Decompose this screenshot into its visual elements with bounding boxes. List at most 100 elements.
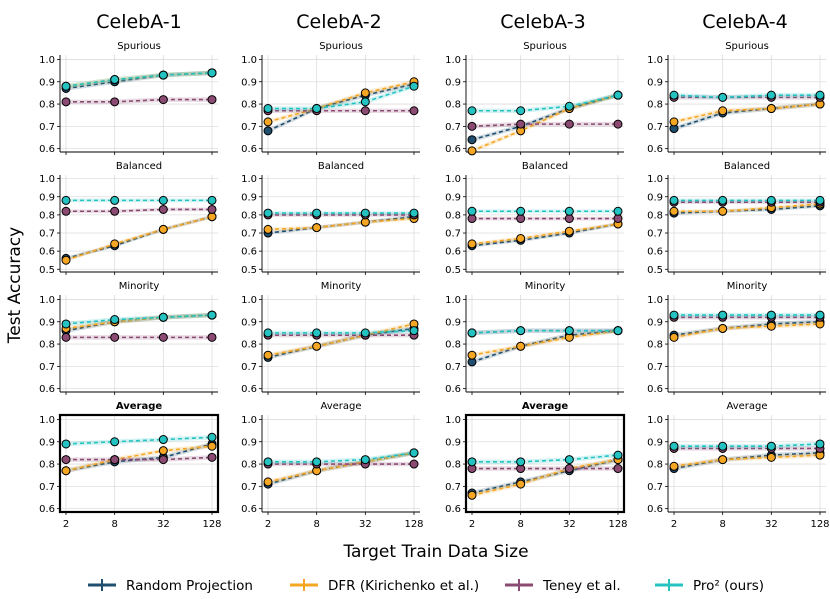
confidence-band bbox=[472, 121, 618, 129]
data-point bbox=[564, 326, 574, 336]
data-point bbox=[766, 195, 776, 205]
confidence-band bbox=[268, 450, 414, 465]
series-dfr-kirichenko-et-al bbox=[263, 319, 419, 360]
data-point bbox=[669, 441, 679, 451]
series-teney-et-al bbox=[467, 214, 623, 224]
y-tick-label: 1.0 bbox=[647, 174, 663, 185]
data-point bbox=[409, 106, 419, 116]
y-tick-label: 0.9 bbox=[647, 317, 663, 328]
y-tick-label: 0.6 bbox=[241, 504, 257, 515]
series-line bbox=[65, 445, 213, 472]
legend-item-pro-ours: Pro² (ours) bbox=[655, 578, 764, 594]
subplot-title: Spurious bbox=[725, 41, 769, 52]
y-tick-label: 0.5 bbox=[39, 265, 55, 276]
subplot-title: Minority bbox=[525, 281, 566, 292]
data-point bbox=[766, 321, 776, 331]
data-point bbox=[718, 195, 728, 205]
data-point bbox=[516, 326, 526, 336]
y-tick-label: 0.8 bbox=[647, 100, 663, 111]
subplot-title: Average bbox=[726, 401, 767, 412]
data-point bbox=[312, 341, 322, 351]
legend-item-dfr-kirichenko-et-al: DFR (Kirichenko et al.) bbox=[290, 578, 479, 594]
data-point bbox=[613, 206, 623, 216]
data-point bbox=[312, 223, 322, 233]
series-line bbox=[471, 329, 619, 356]
y-tick-label: 1.0 bbox=[647, 415, 663, 426]
series-line bbox=[267, 217, 415, 231]
data-point bbox=[815, 195, 825, 205]
y-tick-label: 1.0 bbox=[39, 295, 55, 306]
series-line bbox=[673, 205, 821, 214]
y-tick-label: 0.9 bbox=[647, 437, 663, 448]
y-tick-label: 1.0 bbox=[647, 55, 663, 66]
y-tick-label: 0.7 bbox=[241, 122, 257, 133]
series-dfr-kirichenko-et-al bbox=[669, 99, 825, 127]
series-random-projection bbox=[669, 448, 825, 474]
confidence-band bbox=[66, 70, 212, 89]
confidence-band bbox=[66, 312, 212, 327]
data-point bbox=[815, 310, 825, 320]
series-line bbox=[673, 320, 821, 336]
data-point bbox=[467, 146, 477, 156]
series-pro-ours bbox=[263, 81, 419, 114]
data-point bbox=[564, 464, 574, 474]
data-point bbox=[360, 88, 370, 98]
data-point bbox=[61, 439, 71, 449]
data-point bbox=[766, 90, 776, 100]
subplot-celeba-3-balanced: 0.5 0.6 0.7 0.8 0.9 1.0 Balanced bbox=[445, 161, 624, 276]
data-point bbox=[207, 95, 217, 105]
y-tick-label: 0.9 bbox=[241, 317, 257, 328]
y-tick-label: 0.8 bbox=[241, 460, 257, 471]
x-tick-label: 128 bbox=[810, 519, 829, 530]
x-tick-label: 8 bbox=[111, 519, 117, 530]
x-tick-label: 8 bbox=[313, 519, 319, 530]
series-dfr-kirichenko-et-al bbox=[467, 219, 623, 249]
subplot-title: Balanced bbox=[318, 161, 364, 172]
y-tick-label: 0.8 bbox=[445, 340, 461, 351]
series-line bbox=[267, 323, 415, 356]
subplot-title: Average bbox=[116, 401, 163, 412]
x-tick-label: 32 bbox=[157, 519, 170, 530]
data-point bbox=[467, 350, 477, 360]
y-tick-label: 0.7 bbox=[241, 362, 257, 373]
data-point bbox=[312, 104, 322, 114]
data-point bbox=[61, 97, 71, 107]
y-tick-label: 0.8 bbox=[39, 460, 55, 471]
y-tick-label: 0.6 bbox=[445, 144, 461, 155]
data-point bbox=[61, 206, 71, 216]
y-tick-label: 1.0 bbox=[241, 55, 257, 66]
y-tick-label: 1.0 bbox=[445, 415, 461, 426]
series-pro-ours bbox=[467, 90, 623, 116]
y-tick-label: 0.7 bbox=[647, 482, 663, 493]
data-point bbox=[158, 332, 168, 342]
column-titles: CelebA-1 CelebA-2 CelebA-3 CelebA-4 bbox=[96, 11, 788, 33]
data-point bbox=[766, 310, 776, 320]
data-point bbox=[815, 90, 825, 100]
data-point bbox=[360, 455, 370, 465]
data-point bbox=[110, 455, 120, 465]
series-teney-et-al bbox=[61, 332, 217, 342]
confidence-band bbox=[674, 101, 820, 125]
data-point bbox=[564, 101, 574, 111]
series-line bbox=[267, 80, 415, 123]
subplot-grid: 0.6 0.7 0.8 0.9 1.0 Spurious 0.6 0.7 0.8 0.9 1.0 Sp… bbox=[39, 41, 829, 530]
y-tick-label: 0.8 bbox=[647, 210, 663, 221]
series-line bbox=[472, 454, 619, 463]
data-point bbox=[61, 81, 71, 91]
series-dfr-kirichenko-et-al bbox=[263, 214, 419, 234]
y-tick-label: 0.7 bbox=[647, 122, 663, 133]
subplot-celeba-3-minority: 0.6 0.7 0.8 0.9 1.0 Minority bbox=[445, 281, 624, 395]
series-line bbox=[267, 327, 415, 359]
data-point bbox=[263, 126, 273, 136]
y-tick-label: 0.9 bbox=[445, 192, 461, 203]
series-line bbox=[471, 94, 619, 152]
y-tick-label: 1.0 bbox=[445, 174, 461, 185]
subplot-title: Balanced bbox=[724, 161, 770, 172]
data-point bbox=[158, 446, 168, 456]
legend: Random Projection DFR (Kirichenko et al.)… bbox=[88, 578, 764, 594]
subplot-celeba-3-spurious: 0.6 0.7 0.8 0.9 1.0 Spurious bbox=[445, 41, 624, 156]
confidence-band bbox=[674, 101, 820, 131]
y-tick-label: 0.7 bbox=[241, 229, 257, 240]
subplot-title: Average bbox=[522, 401, 569, 412]
confidence-band bbox=[268, 321, 414, 358]
